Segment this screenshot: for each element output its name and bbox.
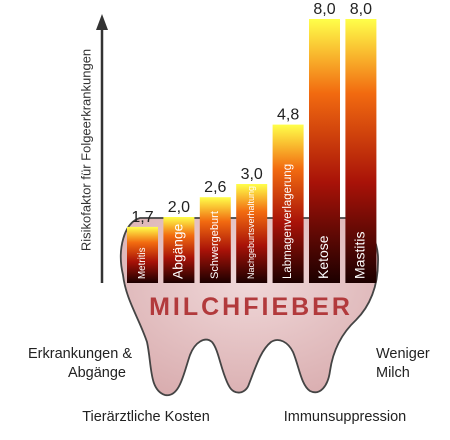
bar-metritis — [127, 226, 158, 283]
bar-labmagenverlagerung — [272, 124, 304, 283]
bar-mastitis — [345, 19, 377, 283]
value-label-schwergeburt: 2,6 — [204, 179, 226, 196]
y-axis-arrowhead — [96, 14, 108, 30]
annotation-left-line2: Abgänge — [68, 365, 126, 381]
annotation-left-line1: Erkrankungen & — [28, 346, 132, 362]
bar-group: 1,7 Metritis 2,0 Abgänge 2,6 Schwergeburt 3,0 N… — [127, 1, 377, 283]
value-label-mastitis: 8,0 — [350, 1, 372, 18]
annotation-right-line2: Milch — [376, 365, 410, 381]
category-label-schwergeburt: Schwergeburt — [209, 211, 221, 279]
category-label-metritis: Metritis — [137, 247, 148, 279]
value-label-abgange: 2,0 — [168, 199, 190, 216]
value-label-labmagenverlagerung: 4,8 — [277, 107, 299, 124]
category-label-nachgeburtsverhaltung: Nachgeburtsverhaltung — [246, 186, 256, 279]
bar-abgange — [163, 217, 195, 283]
category-label-mastitis: Mastitis — [352, 232, 368, 279]
y-axis-label: Risikofaktor für Folgeerkrankungen — [78, 49, 93, 251]
annotation-bottom-right: Immunsuppression — [284, 409, 407, 425]
annotation-bottom-left: Tierärztliche Kosten — [82, 409, 210, 425]
value-label-ketose: 8,0 — [313, 1, 335, 18]
bar-ketose — [309, 19, 340, 283]
value-label-nachgeburtsverhaltung: 3,0 — [241, 166, 263, 183]
category-label-abgange: Abgänge — [171, 223, 186, 279]
bar-schwergeburt — [199, 197, 231, 283]
banner-title: MILCHFIEBER — [149, 293, 353, 321]
category-label-ketose: Ketose — [315, 235, 331, 279]
category-label-labmagenverlagerung: Labmagenverlagerung — [282, 164, 294, 279]
value-label-metritis: 1,7 — [131, 209, 153, 226]
bar-nachgeburtsverhaltung — [236, 184, 268, 283]
annotation-right-line1: Weniger — [376, 346, 430, 362]
